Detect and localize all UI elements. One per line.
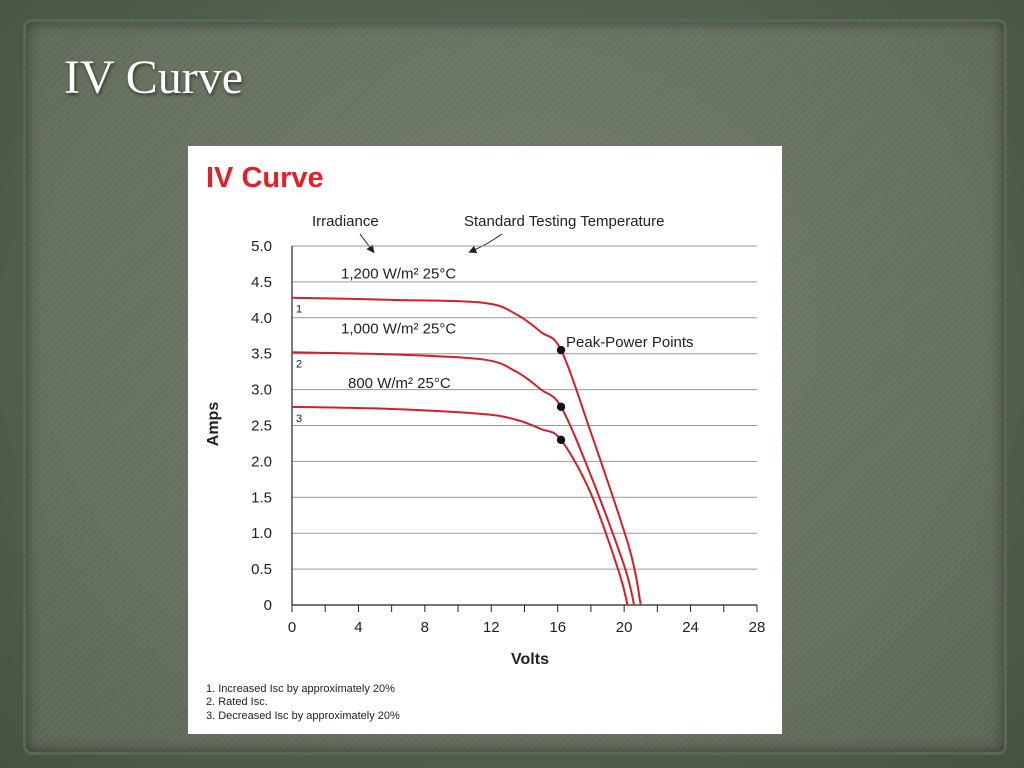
- slide-title: IV Curve: [64, 51, 244, 104]
- series-label: 800 W/m² 25°C: [348, 375, 451, 392]
- x-tick-label: 28: [749, 619, 766, 636]
- chart-title: IV Curve: [206, 162, 324, 194]
- peak-power-point: [556, 402, 566, 412]
- y-tick-label: 1.0: [251, 525, 272, 542]
- x-tick-label: 24: [682, 619, 699, 636]
- temperature-arrow: [468, 233, 503, 254]
- irradiance-arrow: [359, 233, 375, 254]
- y-tick-label: 2.0: [251, 453, 272, 470]
- curve-number-label: 3: [296, 413, 302, 425]
- peak-power-annotation: Peak-Power Points: [566, 334, 694, 351]
- series-label: 1,000 W/m² 25°C: [341, 320, 456, 337]
- footnote-3: 3. Decreased Isc by approximately 20%: [206, 710, 400, 722]
- y-axis-title: Amps: [205, 402, 222, 447]
- iv-curve-series-2: [291, 351, 636, 606]
- x-tick-label: 0: [288, 619, 296, 636]
- y-tick-label: 3.0: [251, 382, 272, 399]
- y-tick-label: 2.5: [251, 418, 272, 435]
- x-tick-label: 4: [354, 619, 362, 636]
- peak-power-point: [556, 345, 566, 355]
- footnote-2: 2. Rated Isc.: [206, 696, 268, 708]
- irradiance-annotation: Irradiance: [312, 213, 379, 230]
- peak-power-point: [556, 435, 566, 445]
- series-label: 1,200 W/m² 25°C: [341, 266, 456, 283]
- x-tick-label: 20: [616, 619, 633, 636]
- footnote-1: 1. Increased Isc by approximately 20%: [206, 683, 395, 695]
- x-tick-label: 8: [421, 619, 429, 636]
- y-tick-label: 4.0: [251, 310, 272, 327]
- y-tick-label: 0: [264, 597, 272, 614]
- x-tick-label: 16: [549, 619, 566, 636]
- y-tick-label: 0.5: [251, 561, 272, 578]
- x-axis-title: Volts: [511, 651, 549, 668]
- x-tick-label: 12: [483, 619, 500, 636]
- y-tick-label: 5.0: [251, 238, 272, 255]
- iv-curve-chart: IV Curve Irradiance Standard Testing Tem…: [205, 162, 766, 722]
- temperature-annotation: Standard Testing Temperature: [464, 213, 664, 230]
- y-tick-label: 3.5: [251, 346, 272, 363]
- y-tick-label: 1.5: [251, 489, 272, 506]
- curve-number-label: 1: [296, 304, 302, 316]
- iv-curve-figure: IV Curve Irradiance Standard Testing Tem…: [188, 146, 782, 734]
- iv-curve-series-3: [291, 405, 629, 606]
- curve-number-label: 2: [296, 358, 302, 370]
- iv-curve-series-1: [291, 296, 642, 606]
- y-tick-label: 4.5: [251, 274, 272, 291]
